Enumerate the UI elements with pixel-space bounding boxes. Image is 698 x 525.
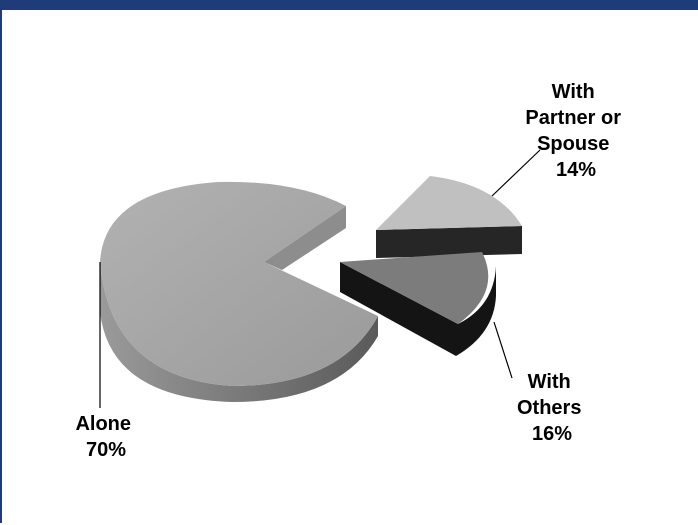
- slice-others-side: [340, 262, 496, 356]
- header-bar: [0, 0, 698, 10]
- leader-line-others: [493, 321, 513, 379]
- slice-others-top: [340, 252, 489, 324]
- label-alone: Alone 70%: [75, 413, 136, 461]
- label-alone-line-1: Alone: [75, 413, 131, 435]
- label-partner-line-3: Spouse: [537, 133, 609, 155]
- leader-lines: [99, 149, 541, 408]
- slice-alone-top: [100, 181, 378, 386]
- label-others-line-2: Others: [517, 397, 581, 419]
- slice-alone[interactable]: [100, 181, 378, 402]
- slice-alone-cut-face: [264, 206, 346, 270]
- pie-slices: [100, 176, 522, 402]
- slice-partner-side: [376, 226, 522, 258]
- label-partner-line-4: 14%: [556, 159, 596, 181]
- leader-line-partner: [491, 149, 541, 197]
- data-labels: Alone 70% With Partner or Spouse 14% Wit…: [75, 81, 626, 461]
- label-partner-line-1: With: [552, 81, 595, 103]
- slice-partner-top: [376, 176, 522, 230]
- slice-with-others[interactable]: [340, 252, 496, 356]
- label-others-line-3: 16%: [532, 423, 572, 445]
- slice-partner-or-spouse[interactable]: [376, 176, 522, 258]
- label-partner-line-2: Partner or: [525, 107, 621, 129]
- label-others-line-1: With: [528, 371, 571, 393]
- label-alone-line-2: 70%: [86, 439, 126, 461]
- label-partner-or-spouse: With Partner or Spouse 14%: [525, 81, 626, 181]
- label-with-others: With Others 16%: [517, 371, 587, 445]
